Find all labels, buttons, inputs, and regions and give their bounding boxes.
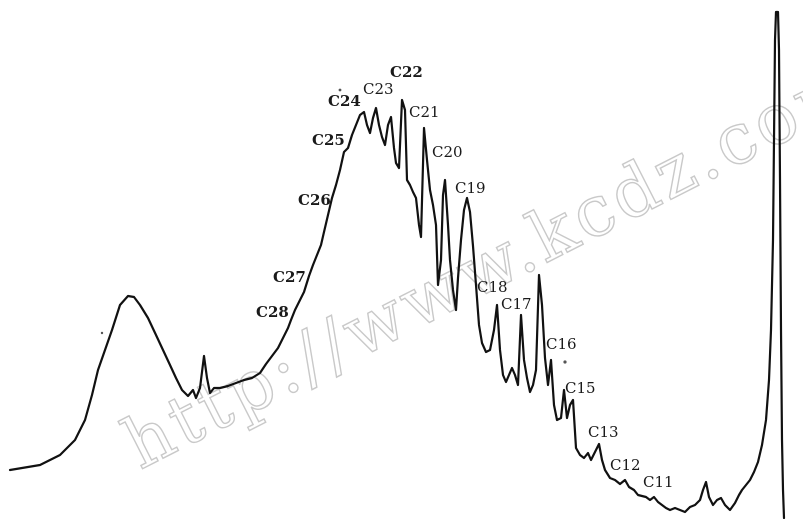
chromatogram-trace <box>8 10 786 519</box>
speck-3 <box>100 331 104 335</box>
peak-label-c19: C19 <box>455 179 486 197</box>
peak-label-c26: C26 <box>298 191 331 209</box>
peak-label-c15: C15 <box>565 379 596 397</box>
peak-label-c27: C27 <box>273 268 306 286</box>
peak-label-c25: C25 <box>312 131 345 149</box>
speck-1 <box>563 360 567 364</box>
peak-label-c18: C18 <box>477 278 508 296</box>
peak-label-c16: C16 <box>546 335 577 353</box>
peak-label-c13: C13 <box>588 423 619 441</box>
peak-label-c28: C28 <box>256 303 289 321</box>
peak-label-c22: C22 <box>390 63 423 81</box>
peak-label-c24: C24 <box>328 92 361 110</box>
watermark-text: http://www.kcdz.com <box>110 40 803 485</box>
peak-label-c20: C20 <box>432 143 463 161</box>
peak-label-c17: C17 <box>501 295 532 313</box>
peak-label-c23: C23 <box>363 80 394 98</box>
peak-label-c21: C21 <box>409 103 440 121</box>
speck-2 <box>338 88 342 92</box>
peak-label-c12: C12 <box>610 456 641 474</box>
peak-label-c11: C11 <box>643 473 674 491</box>
